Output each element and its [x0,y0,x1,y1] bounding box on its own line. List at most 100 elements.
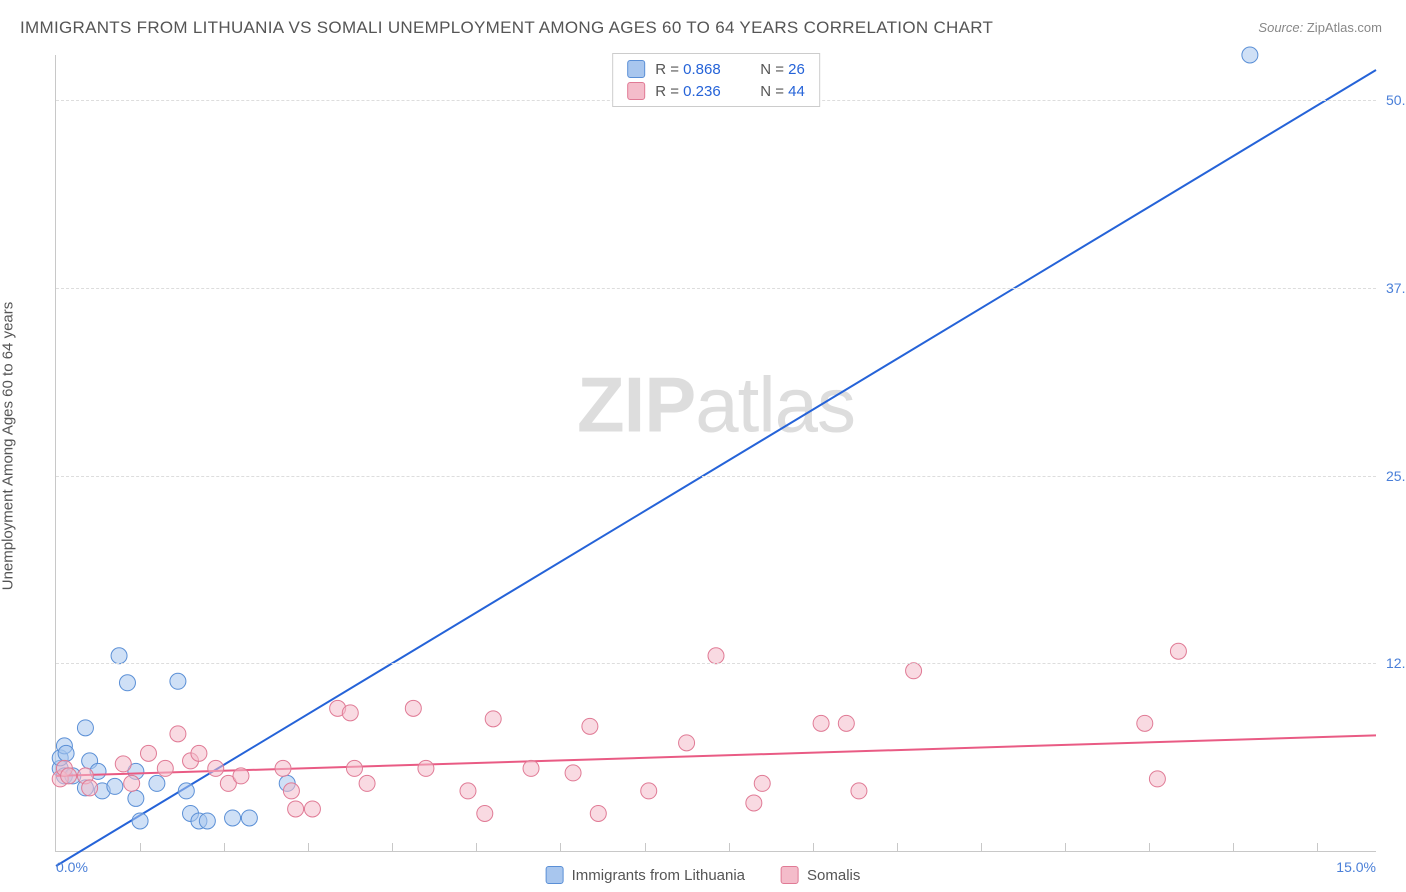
data-point [58,745,74,761]
data-point [77,720,93,736]
x-tick-mark [897,843,898,851]
x-tick-mark [1233,843,1234,851]
stats-swatch [627,82,645,100]
plot-area: ZIPatlas R = 0.868N = 26R = 0.236N = 44 … [55,55,1376,852]
data-point [111,648,127,664]
correlation-stats-box: R = 0.868 N = 26 R = 0.236 N = 44 [612,53,820,107]
x-tick-mark [813,843,814,851]
regression-line [56,735,1376,776]
regression-line [56,70,1376,866]
stats-row: R = 0.236 N = 44 [627,80,805,102]
x-tick-mark [1317,843,1318,851]
source-label: Source: [1258,20,1303,35]
x-tick-mark [645,843,646,851]
legend-swatch [546,866,564,884]
data-point [170,726,186,742]
x-tick-mark [1065,843,1066,851]
legend-item: Immigrants from Lithuania [546,866,745,884]
legend-item: Somalis [781,866,860,884]
data-point [582,718,598,734]
data-point [405,700,421,716]
y-tick-label: 25.0% [1378,468,1406,484]
chart-title: IMMIGRANTS FROM LITHUANIA VS SOMALI UNEM… [20,18,993,38]
x-tick-mark [476,843,477,851]
data-point [754,775,770,791]
x-tick-label: 15.0% [1336,859,1376,875]
x-tick-mark [140,843,141,851]
data-point [115,756,131,772]
data-point [523,760,539,776]
data-point [132,813,148,829]
data-point [838,715,854,731]
source-value: ZipAtlas.com [1307,20,1382,35]
data-point [485,711,501,727]
data-point [679,735,695,751]
y-tick-label: 50.0% [1378,92,1406,108]
data-point [149,775,165,791]
data-point [208,760,224,776]
data-point [1137,715,1153,731]
y-tick-label: 37.5% [1378,280,1406,296]
source-attribution: Source: ZipAtlas.com [1258,20,1382,35]
data-point [346,760,362,776]
stats-r: R = 0.236 [655,83,750,100]
data-point [641,783,657,799]
data-point [157,760,173,776]
gridline [56,476,1376,477]
bottom-legend: Immigrants from Lithuania Somalis [546,866,861,884]
data-point [477,805,493,821]
stats-n: N = 44 [760,83,805,100]
data-point [170,673,186,689]
legend-swatch [781,866,799,884]
data-point [708,648,724,664]
x-tick-mark [981,843,982,851]
legend-label: Somalis [807,867,860,884]
data-point [746,795,762,811]
data-point [906,663,922,679]
data-point [191,745,207,761]
data-point [128,790,144,806]
data-point [82,780,98,796]
data-point [565,765,581,781]
data-point [304,801,320,817]
data-point [275,760,291,776]
data-point [590,805,606,821]
data-point [61,768,77,784]
stats-r: R = 0.868 [655,61,750,78]
data-point [107,778,123,794]
y-axis-label: Unemployment Among Ages 60 to 64 years [0,302,17,591]
data-point [851,783,867,799]
x-tick-label: 0.0% [56,859,88,875]
stats-n: N = 26 [760,61,805,78]
stats-row: R = 0.868 N = 26 [627,58,805,80]
data-point [1170,643,1186,659]
x-tick-mark [729,843,730,851]
gridline [56,663,1376,664]
data-point [460,783,476,799]
x-tick-mark [392,843,393,851]
data-point [241,810,257,826]
x-tick-mark [308,843,309,851]
x-tick-mark [560,843,561,851]
data-point [359,775,375,791]
data-point [813,715,829,731]
chart-svg [56,55,1376,851]
data-point [418,760,434,776]
gridline [56,288,1376,289]
data-point [124,775,140,791]
data-point [178,783,194,799]
data-point [199,813,215,829]
x-tick-mark [224,843,225,851]
y-tick-label: 12.5% [1378,655,1406,671]
data-point [1242,47,1258,63]
data-point [1149,771,1165,787]
data-point [233,768,249,784]
data-point [225,810,241,826]
legend-label: Immigrants from Lithuania [572,867,745,884]
stats-swatch [627,60,645,78]
x-tick-mark [1149,843,1150,851]
data-point [288,801,304,817]
data-point [283,783,299,799]
data-point [119,675,135,691]
data-point [342,705,358,721]
